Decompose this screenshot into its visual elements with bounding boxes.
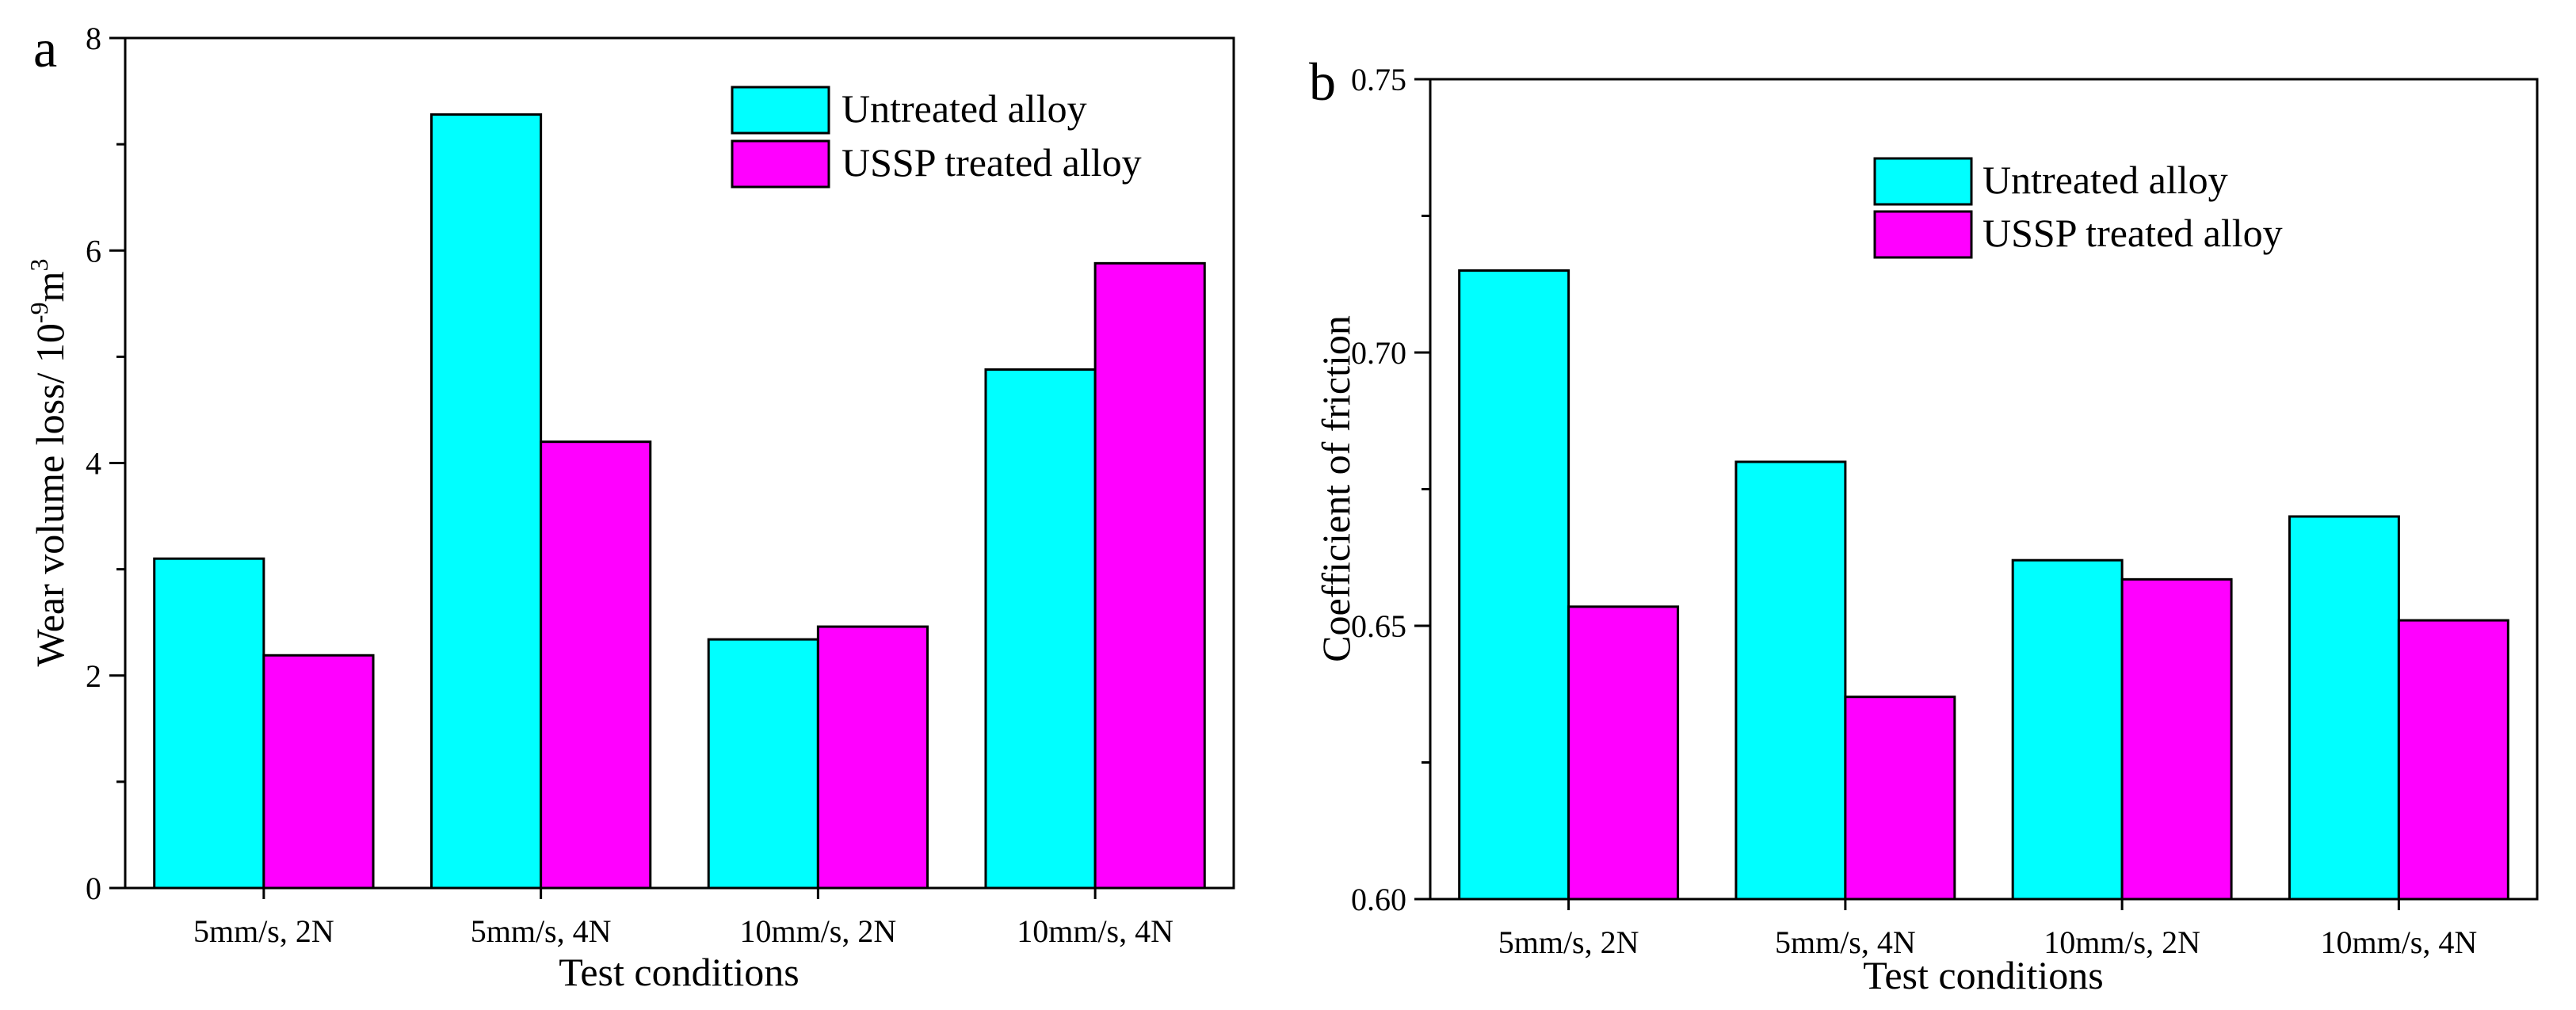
x-tick-label-a-0: 5mm/s, 2N (193, 913, 334, 949)
panel-b-legend-label-ussp: USSP treated alloy (1983, 211, 2283, 255)
bar-a-untreated-1 (429, 113, 543, 890)
bar-a-untreated-2 (707, 638, 819, 890)
bar-b-ussp-2 (2120, 577, 2233, 901)
x-tick-label-a-1: 5mm/s, 4N (471, 913, 612, 949)
y-tick-label-b-1: 0.65 (1351, 608, 1406, 644)
bar-a-ussp-2 (816, 625, 929, 890)
bar-b-untreated-0 (1458, 269, 1570, 901)
bar-b-untreated-2 (2011, 558, 2124, 901)
bar-a-untreated-3 (984, 368, 1097, 890)
panel-b-label: b (1309, 51, 1336, 112)
y-tick-label-a-3: 6 (86, 233, 101, 269)
panel-a-y-axis-title: Wear volume loss/ 10-9m3 (25, 259, 72, 667)
bar-a-ussp-3 (1093, 261, 1206, 890)
panel-a-ticks: 5mm/s, 2N 5mm/s, 4N 10mm/s, 2N 10mm/s, 4N 0 2… (86, 21, 1174, 949)
panel-a-legend-label-untreated: Untreated alloy (841, 86, 1087, 131)
x-tick-label-b-2: 10mm/s, 2N (2044, 924, 2200, 960)
panel-b-y-axis-title: Coefficient of friction (1314, 315, 1358, 662)
x-tick-label-b-0: 5mm/s, 2N (1498, 924, 1639, 960)
y-tick-label-a-1: 2 (86, 658, 101, 694)
x-tick-label-a-3: 10mm/s, 4N (1017, 913, 1174, 949)
panel-b-legend-label-untreated: Untreated alloy (1983, 158, 2228, 202)
panel-a-label: a (33, 18, 57, 78)
panel-a-legend-label-ussp: USSP treated alloy (841, 140, 1142, 185)
x-tick-label-b-1: 5mm/s, 4N (1775, 924, 1916, 960)
panel-a-x-axis-title: Test conditions (559, 950, 799, 994)
panel-a-legend: Untreated alloy USSP treated alloy (731, 86, 1142, 189)
x-tick-label-b-3: 10mm/s, 4N (2320, 924, 2477, 960)
y-tick-label-a-0: 0 (86, 871, 101, 906)
bar-b-untreated-1 (1735, 460, 1847, 901)
y-tick-label-b-3: 0.75 (1351, 62, 1406, 97)
bar-b-untreated-3 (2288, 515, 2400, 901)
y-tick-label-b-0: 0.60 (1351, 882, 1406, 917)
panel-b-legend-swatch-untreated (1873, 157, 1973, 206)
panel-b-legend: Untreated alloy USSP treated alloy (1873, 157, 2283, 259)
y-tick-label-a-4: 8 (86, 21, 101, 56)
panel-a-legend-swatch-untreated (731, 86, 830, 135)
panel-a-bars (153, 113, 1206, 890)
bar-b-ussp-3 (2397, 619, 2509, 901)
bar-a-ussp-1 (540, 440, 652, 890)
y-tick-label-b-2: 0.70 (1351, 335, 1406, 371)
panel-b-plot-frame (1429, 78, 2539, 901)
bar-a-untreated-0 (153, 557, 265, 890)
panel-b-bars (1458, 269, 2509, 901)
bar-b-ussp-0 (1567, 605, 1680, 901)
panel-b-legend-swatch-ussp (1873, 210, 1973, 259)
panel-a-legend-swatch-ussp (731, 139, 830, 189)
panel-a-plot-frame (124, 36, 1235, 890)
y-tick-label-a-2: 4 (86, 446, 101, 482)
chart-panel-b: b 5mm/s, 2N 5mm/s, 4N 10mm/s, 2N 10mm/s, 4N… (1309, 51, 2539, 997)
x-tick-label-a-2: 10mm/s, 2N (739, 913, 896, 949)
chart-panel-a: a 5mm/s, 2N 5mm/s, 4N 10mm/s, 2N 10mm/s, 4N… (25, 18, 1235, 994)
bar-b-ussp-1 (1844, 696, 1956, 901)
panel-b-x-axis-title: Test conditions (1863, 953, 2103, 997)
bar-a-ussp-0 (262, 654, 375, 890)
panel-b-ticks: 5mm/s, 2N 5mm/s, 4N 10mm/s, 2N 10mm/s, 4N 0.… (1351, 62, 2477, 960)
